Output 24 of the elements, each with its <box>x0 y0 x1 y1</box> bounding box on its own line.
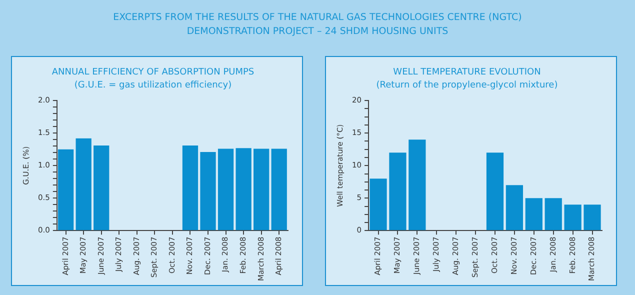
bar <box>564 204 582 230</box>
bar <box>218 148 234 230</box>
chart-title: WELL TEMPERATURE EVOLUTION <box>393 68 541 78</box>
bar <box>486 152 504 230</box>
chart-subtitle: (G.U.E. = gas utilization efficiency) <box>74 80 232 91</box>
text: EXCERPTS FROM THE RESULTS OF THE NATURAL GAS TECHNOLOGIES CENTRE (NGTC) <box>112 11 523 25</box>
bar <box>525 198 542 230</box>
bar <box>200 152 216 230</box>
bar <box>370 178 387 230</box>
bar <box>544 198 562 230</box>
bar <box>584 204 601 230</box>
bar <box>254 148 270 230</box>
bar <box>58 149 74 230</box>
bar <box>271 148 287 230</box>
chart-subtitle: (Return of the propylene-glycol mixture) <box>376 80 558 91</box>
bar <box>506 185 524 230</box>
bar <box>408 140 426 230</box>
bar <box>236 148 252 230</box>
bar <box>76 138 92 230</box>
chart-title: ANNUAL EFFICIENCY OF ABSORPTION PUMPS <box>52 68 254 78</box>
text: DEMONSTRATION PROJECT – 24 SHDM HOUSING UNITS <box>186 25 450 39</box>
bar <box>389 152 406 230</box>
bar <box>182 145 198 230</box>
bar <box>94 145 110 230</box>
